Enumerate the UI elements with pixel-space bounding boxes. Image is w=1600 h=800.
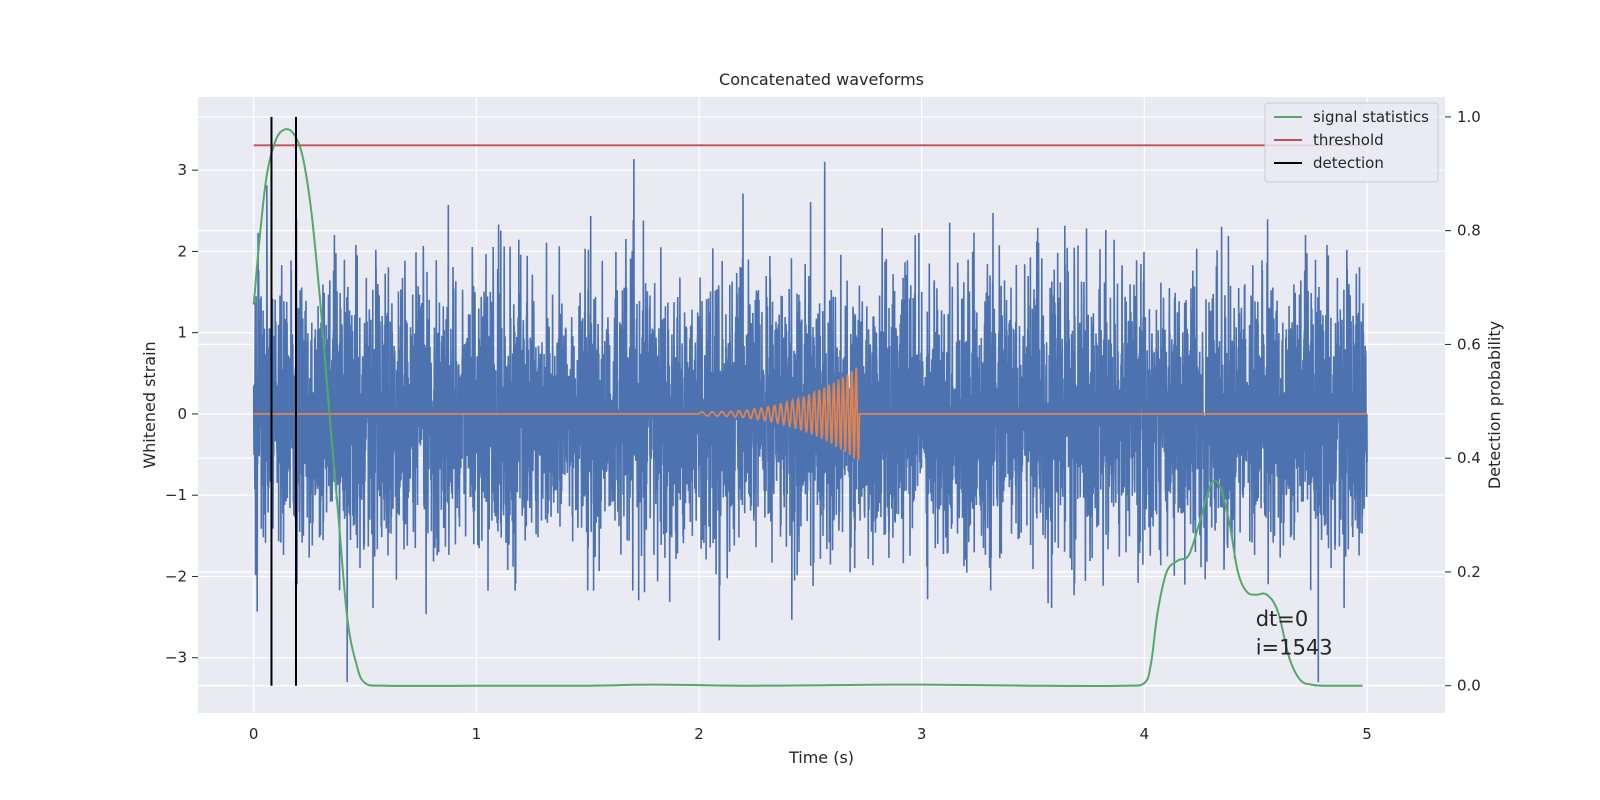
y-tick-label: −1 [165, 486, 187, 504]
tick-layer: 0 1 2 3 4 5 −3 −2 −1 0 1 2 3 0.0 0.2 0.4 0.6 0.8 1.0 [165, 108, 1481, 743]
y-tick-label: 0 [177, 405, 187, 423]
whitened-strain-line [252, 159, 1368, 683]
grid-layer [198, 97, 1445, 713]
chart-title: Concatenated waveforms [719, 70, 924, 89]
legend-label: detection [1313, 154, 1384, 172]
legend-box [1264, 102, 1439, 183]
y-tick-label: −2 [165, 567, 187, 585]
signal-statistics-line [252, 128, 1363, 687]
x-tick-label: 5 [1362, 725, 1372, 743]
y-tick-label: 2 [177, 242, 187, 260]
y2-tick-label: 0.6 [1457, 335, 1481, 353]
series-layer [252, 116, 1368, 687]
waveform-line [253, 367, 1368, 461]
x-axis-label: Time (s) [788, 748, 854, 767]
y-tick-label: 1 [177, 324, 187, 342]
annotation-text: i=1543 [1256, 635, 1333, 659]
x-tick-label: 3 [917, 725, 927, 743]
y-tick-label: −3 [165, 649, 187, 667]
y2-tick-label: 1.0 [1457, 108, 1481, 126]
y-axis-label: Whitened strain [140, 341, 159, 468]
y2-tick-label: 0.4 [1457, 449, 1481, 467]
x-tick-label: 1 [472, 725, 482, 743]
x-tick-label: 0 [249, 725, 259, 743]
annotation-layer: dt=0 i=1543 [1256, 607, 1333, 659]
y2-tick-label: 0.8 [1457, 222, 1481, 240]
x-tick-label: 4 [1140, 725, 1150, 743]
y-tick-label: 3 [177, 161, 187, 179]
legend-label: threshold [1313, 131, 1384, 149]
y2-axis-label: Detection probability [1485, 321, 1504, 489]
legend-label: signal statistics [1313, 108, 1429, 126]
x-tick-label: 2 [694, 725, 704, 743]
legend: signal statistics threshold detection [1264, 102, 1439, 183]
annotation-text: dt=0 [1256, 607, 1309, 631]
y2-tick-label: 0.0 [1457, 677, 1481, 695]
y2-tick-label: 0.2 [1457, 563, 1481, 581]
